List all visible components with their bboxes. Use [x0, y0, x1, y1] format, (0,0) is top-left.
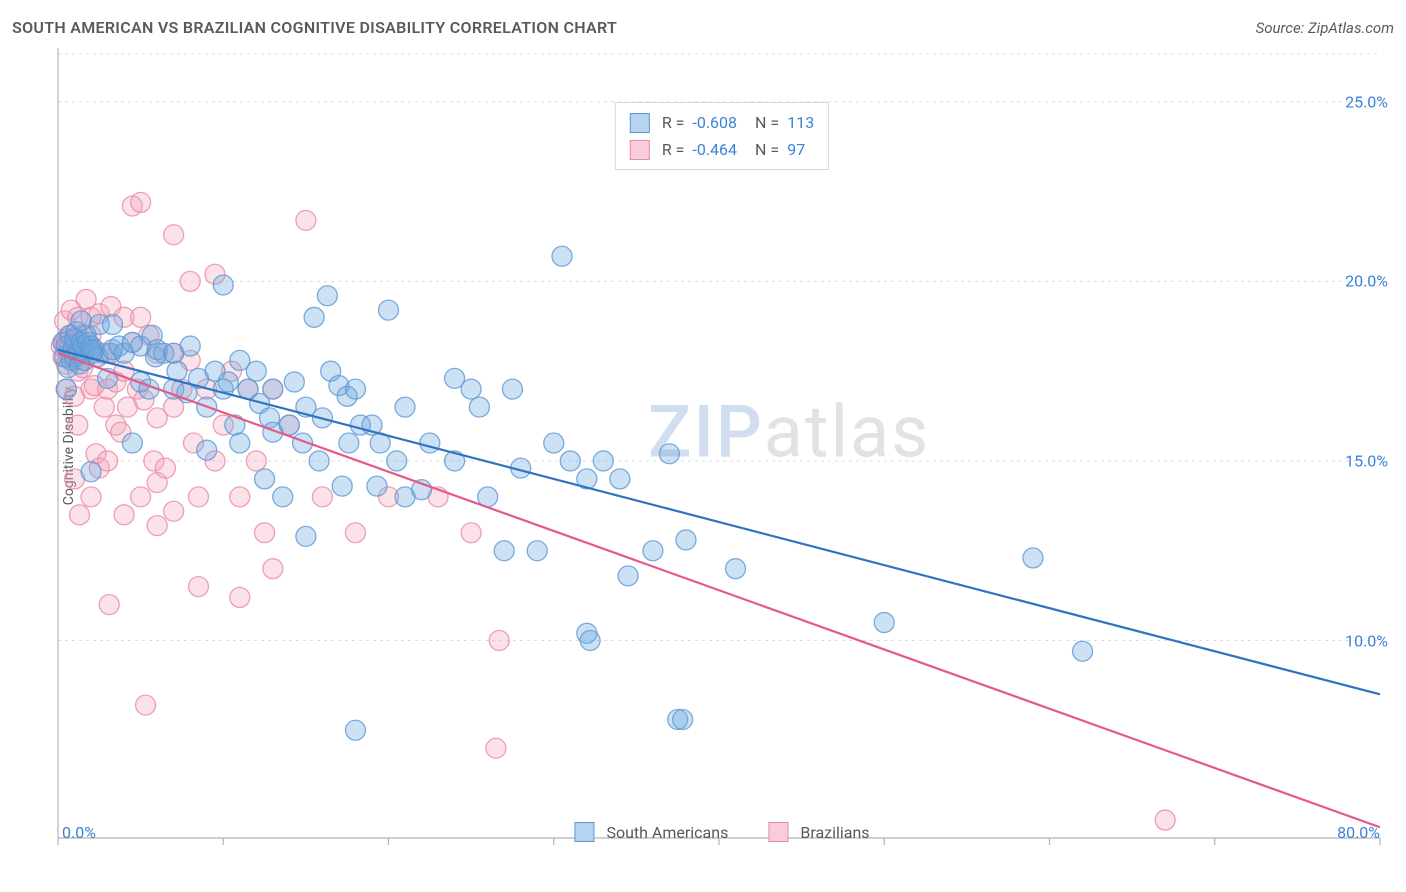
- chart-title: SOUTH AMERICAN VS BRAZILIAN COGNITIVE DI…: [12, 18, 617, 37]
- legend-swatch: [630, 113, 650, 133]
- legend-swatch: [574, 822, 594, 842]
- y-tick-label: 25.0%: [1345, 92, 1388, 111]
- correlation-legend: R = -0.608 N = 113 R = -0.464 N = 97: [615, 102, 829, 170]
- y-tick-label: 10.0%: [1345, 631, 1388, 650]
- legend-series-label: Brazilians: [800, 823, 869, 842]
- series-legend: South Americans Brazilians: [574, 822, 869, 842]
- chart-header: SOUTH AMERICAN VS BRAZILIAN COGNITIVE DI…: [12, 18, 1394, 37]
- legend-series-item: Brazilians: [768, 822, 869, 842]
- legend-series-label: South Americans: [606, 823, 728, 842]
- y-tick-label: 15.0%: [1345, 451, 1388, 470]
- chart-source: Source: ZipAtlas.com: [1256, 19, 1394, 37]
- x-tick-label: 80.0%: [1337, 823, 1380, 842]
- y-tick-label: 20.0%: [1345, 272, 1388, 291]
- chart-area: ZIPatlas R = -0.608 N = 113 R = -0.464 N…: [50, 48, 1394, 848]
- legend-stat-row: R = -0.608 N = 113: [630, 109, 814, 136]
- legend-swatch: [630, 140, 650, 160]
- x-tick-label: 0.0%: [62, 823, 96, 842]
- legend-swatch: [768, 822, 788, 842]
- legend-series-item: South Americans: [574, 822, 728, 842]
- legend-stat-row: R = -0.464 N = 97: [630, 136, 814, 163]
